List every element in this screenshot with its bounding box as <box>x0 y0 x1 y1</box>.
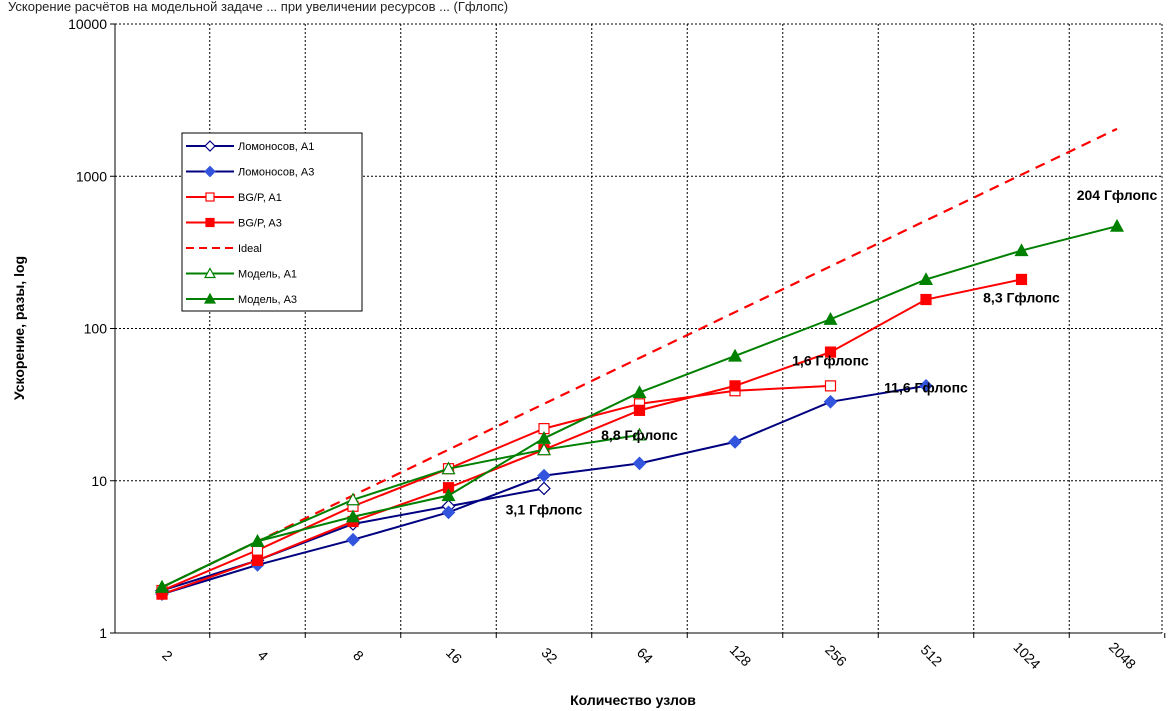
x-tick-label: 256 <box>822 642 850 670</box>
value-label: 204 Гфлопс <box>1077 187 1158 203</box>
legend-marker <box>203 292 217 304</box>
legend-label: BG/P, A1 <box>238 192 282 204</box>
legend: Ломоносов, A1 Ломоносов, A3 BG/P, A1 BG/P, … <box>181 132 363 312</box>
series-layer <box>154 127 1125 601</box>
y-tick-label: 100 <box>84 321 108 337</box>
x-tick-label: 2048 <box>1106 639 1139 672</box>
data-point <box>1109 218 1125 232</box>
data-point <box>824 346 837 358</box>
value-label: 1,6 Гфлопс <box>792 353 869 369</box>
y-tick-label: 1000 <box>76 168 107 184</box>
legend-label: Ломоносов, A3 <box>238 167 314 179</box>
data-point <box>824 380 837 392</box>
data-point <box>729 380 741 392</box>
data-point <box>920 293 932 306</box>
data-point <box>536 431 552 444</box>
y-tick-label: 1 <box>99 625 107 641</box>
x-tick-label: 512 <box>918 642 946 670</box>
x-tick-label: 4 <box>255 647 272 664</box>
data-point <box>345 492 361 506</box>
legend-label: Ломоносов, A1 <box>238 141 314 153</box>
legend-label: Модель, A3 <box>238 294 297 306</box>
data-point <box>441 461 456 475</box>
figure-caption: Ускорение расчётов на модельной задаче .… <box>8 0 509 14</box>
data-point <box>537 468 551 483</box>
legend-marker <box>205 217 215 228</box>
data-point <box>1015 273 1028 286</box>
axes <box>110 23 1166 638</box>
y-tick-label: 10000 <box>68 16 107 32</box>
data-point <box>154 579 170 593</box>
x-tick-label: 32 <box>538 644 560 666</box>
data-point <box>727 348 743 362</box>
annotations: 3,1 Гфлопс 8,8 Гфлопс 1,6 Гфлопс 11,6 Гфлоп… <box>506 187 1158 518</box>
data-point <box>632 385 647 399</box>
data-point <box>1014 243 1029 257</box>
legend-marker <box>204 140 216 152</box>
grid-lines <box>115 23 1163 633</box>
data-point <box>537 481 551 496</box>
data-point <box>823 394 838 409</box>
y-tick-label: 10 <box>91 473 107 489</box>
data-point <box>632 456 647 471</box>
series-line <box>161 278 1022 596</box>
x-tick-label: 16 <box>443 644 465 666</box>
data-point <box>441 505 456 520</box>
series-line <box>161 384 831 592</box>
legend-marker <box>204 165 216 178</box>
legend-label: Ideal <box>238 243 262 255</box>
data-point <box>346 532 360 547</box>
data-point <box>536 442 552 456</box>
x-tick-label: 64 <box>634 644 656 666</box>
data-point <box>918 272 934 286</box>
x-tick-label: 8 <box>350 647 367 664</box>
data-point <box>633 404 646 416</box>
legend-label: BG/P, A3 <box>238 218 282 230</box>
value-label: 11,6 Гфлопс <box>884 379 968 395</box>
x-tick-label: 2 <box>159 647 176 664</box>
data-point <box>441 488 456 502</box>
y-axis-title: Ускорение, разы, log <box>11 256 27 400</box>
data-point <box>823 312 838 325</box>
series-6 <box>154 218 1125 593</box>
legend-marker <box>205 192 215 202</box>
x-axis-title: Количество узлов <box>570 692 696 708</box>
value-label: 8,3 Гфлопс <box>983 290 1060 306</box>
x-tick-label: 128 <box>727 642 755 670</box>
data-point <box>251 554 264 566</box>
series-4 <box>161 127 1118 589</box>
data-point <box>919 379 933 393</box>
legend-label: Модель, A1 <box>238 269 297 281</box>
value-label: 8,8 Гфлопс <box>601 427 678 443</box>
series-3 <box>156 273 1028 600</box>
series-line <box>161 127 1118 589</box>
x-tick-label: 1024 <box>1010 639 1043 672</box>
data-point <box>728 435 742 449</box>
data-point <box>632 427 647 441</box>
legend-marker <box>203 267 217 279</box>
value-label: 3,1 Гфлопс <box>506 502 583 518</box>
data-point <box>250 534 265 547</box>
data-point <box>345 509 361 523</box>
